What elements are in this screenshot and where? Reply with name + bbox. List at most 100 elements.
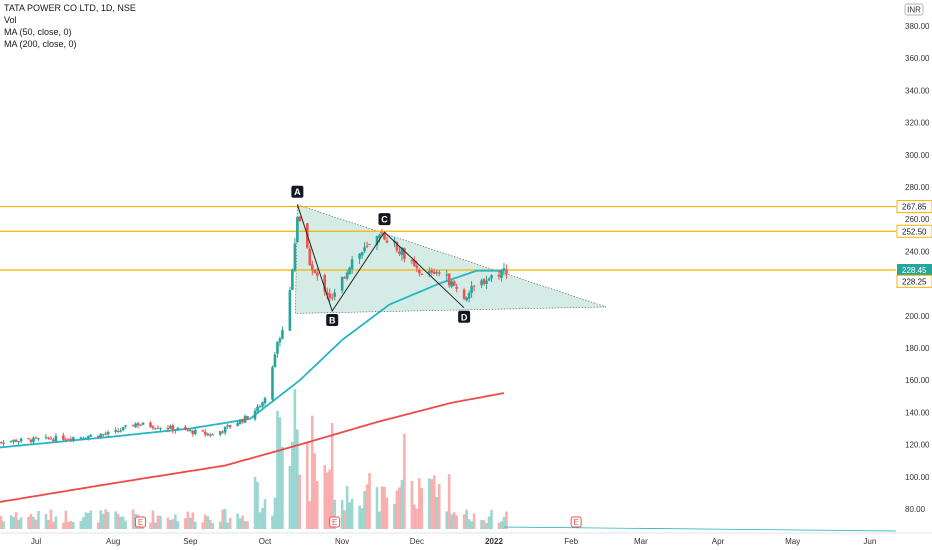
- candle: [89, 435, 93, 437]
- candle: [487, 278, 491, 281]
- candle: [310, 264, 314, 271]
- volume-bar: [291, 441, 294, 529]
- price-tag-label: 252.50: [902, 227, 927, 236]
- candle: [27, 438, 30, 440]
- candle: [253, 410, 257, 420]
- candle: [191, 430, 195, 434]
- volume-bar: [273, 497, 277, 529]
- volume-bar: [84, 512, 88, 529]
- volume-bar: [246, 521, 249, 529]
- volume-bar: [385, 497, 389, 529]
- volume-bar: [223, 509, 227, 529]
- volume-bar: [490, 509, 493, 529]
- candle: [151, 426, 155, 429]
- volume-bar: [27, 516, 30, 529]
- volume-bar: [186, 511, 190, 529]
- candle: [149, 422, 152, 427]
- candle: [430, 270, 434, 273]
- volume-bar: [470, 521, 473, 529]
- volume-bar: [380, 486, 384, 529]
- volume-bar: [159, 516, 162, 529]
- y-tick-label: 260.00: [905, 215, 930, 224]
- volume-bar: [472, 513, 476, 529]
- volume-bar: [86, 512, 90, 529]
- volume-bar: [124, 520, 127, 529]
- volume-bar: [206, 516, 210, 529]
- volume-bar: [400, 479, 404, 529]
- candle: [96, 435, 100, 438]
- y-tick-label: 120.00: [905, 441, 930, 450]
- candle: [189, 430, 192, 432]
- candle: [415, 265, 419, 269]
- price-tag-label: 228.25: [902, 277, 927, 286]
- price-tag-bg: [896, 224, 932, 238]
- y-tick-label: 380.00: [905, 22, 930, 31]
- candle: [0, 442, 3, 444]
- candle: [136, 423, 140, 426]
- candle: [17, 441, 20, 443]
- earnings-marker: [135, 516, 147, 528]
- volume-bar: [69, 520, 73, 529]
- currency-badge[interactable]: [904, 3, 924, 16]
- candle: [345, 272, 349, 279]
- price-tag-bg: [896, 274, 932, 288]
- volume-bar: [0, 516, 3, 529]
- volume-bar: [201, 522, 205, 529]
- volume-bar: [398, 487, 401, 529]
- candle: [159, 428, 162, 430]
- candle: [308, 248, 312, 266]
- y-tick-label: 100.00: [905, 473, 930, 482]
- volume-bar: [44, 514, 48, 529]
- candle: [184, 426, 187, 430]
- horizontal-levels: [0, 205, 896, 271]
- x-tick-label: 2022: [485, 537, 503, 546]
- volume-bar: [360, 508, 364, 529]
- pattern-point-label-a: A: [294, 187, 301, 197]
- x-tick-label: Mar: [634, 537, 648, 546]
- x-tick-label: Sep: [183, 537, 198, 546]
- volume-bar: [482, 520, 486, 529]
- volume-bar: [62, 522, 65, 529]
- candle: [104, 433, 107, 435]
- volume-bar: [365, 484, 369, 529]
- candle: [450, 281, 453, 287]
- candle: [500, 270, 503, 278]
- candle: [236, 423, 239, 426]
- volume-bar: [345, 486, 349, 529]
- volume-bar: [333, 499, 336, 529]
- candle: [490, 275, 493, 279]
- candle: [435, 272, 439, 274]
- candle: [223, 426, 227, 433]
- volume-bar: [432, 475, 436, 529]
- currency-label: INR: [907, 6, 921, 15]
- volume-bar: [37, 510, 40, 529]
- volume-bar: [410, 480, 414, 529]
- candle: [139, 424, 142, 426]
- candle: [211, 434, 215, 436]
- candle: [171, 425, 175, 431]
- price-tag-bg: [897, 263, 932, 276]
- candle: [154, 428, 157, 430]
- volume-bar: [81, 517, 85, 529]
- volume-bar: [29, 513, 33, 529]
- candle: [447, 273, 451, 286]
- volume-bar: [171, 519, 175, 529]
- candle: [403, 248, 406, 259]
- candle: [313, 269, 317, 273]
- volume-bar: [191, 512, 195, 529]
- volume-bar: [308, 501, 312, 529]
- volume-bar: [34, 519, 38, 529]
- x-tick-label: Jun: [863, 537, 876, 546]
- y-tick-label: 320.00: [905, 119, 930, 128]
- candle: [480, 280, 483, 286]
- ma200-line: [0, 392, 505, 503]
- volume-bar: [348, 502, 351, 529]
- volume-bar: [418, 478, 421, 529]
- volume-bar: [261, 507, 264, 529]
- volume-bar: [52, 521, 55, 529]
- time-axis: Jul Aug Sep Oct Nov Dec 2022 Feb Mar Apr May Jun: [0, 532, 932, 546]
- volume-bar: [174, 514, 177, 529]
- volume-bar: [413, 504, 416, 529]
